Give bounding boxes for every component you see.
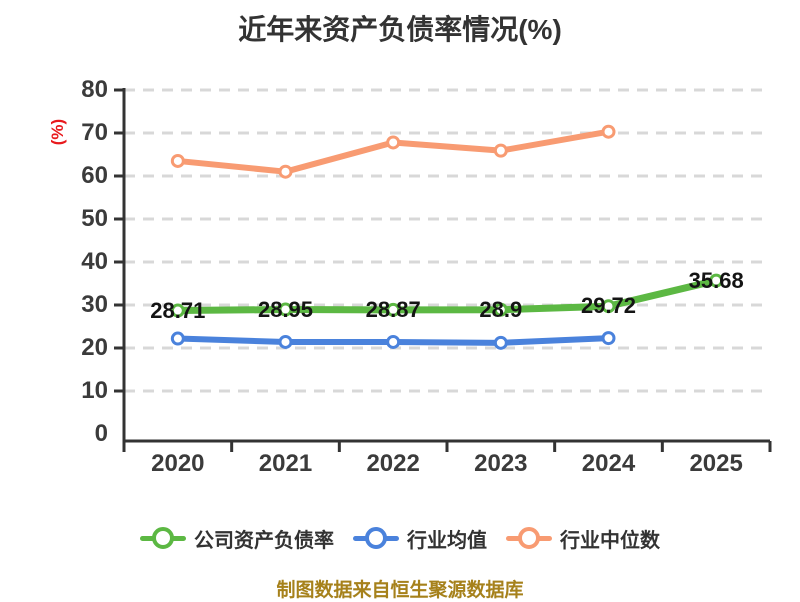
y-tick-label: 0 [94,420,108,447]
x-tick-label: 2025 [689,450,743,477]
legend-marker-icon [140,527,186,549]
x-tick-label: 2022 [366,450,420,477]
y-tick-label: 30 [81,291,108,318]
y-tick-label: 50 [81,205,108,232]
data-source-note: 制图数据来自恒生聚源数据库 [276,580,524,601]
y-tick-label: 20 [81,334,108,361]
x-tick-label: 2020 [151,450,205,477]
legend-marker-icon [353,527,399,549]
point-value-label: 35.68 [688,267,744,293]
x-tick-label: 2024 [581,450,636,477]
legend-label: 公司资产负债率 [194,529,334,552]
legend-item-3[interactable]: 行业中位数 [506,524,660,553]
x-tick-label: 2023 [474,450,528,477]
y-tick-label: 10 [81,377,108,404]
legend-item-2[interactable]: 行业均值 [353,524,487,553]
y-tick-label: 80 [81,76,108,103]
chart-title: 近年来资产负债率情况(%) [238,14,562,45]
legend-label: 行业中位数 [560,529,660,552]
y-tick-label: 60 [81,162,108,189]
point-value-label: 29.72 [580,293,637,319]
y-tick-label: 70 [81,119,108,146]
chart-legend: 公司资产负债率 行业均值 行业中位数 [0,518,800,558]
legend-marker-icon [506,527,552,549]
x-tick-label: 2021 [258,450,313,477]
y-tick-label: 40 [81,248,108,275]
point-value-label: 28.87 [365,296,421,322]
legend-item-1[interactable]: 公司资产负债率 [140,524,334,553]
point-value-label: 28.9 [479,296,523,322]
point-value-label: 28.95 [257,296,314,322]
legend-label: 行业均值 [407,529,487,552]
point-value-label: 28.71 [150,297,206,323]
